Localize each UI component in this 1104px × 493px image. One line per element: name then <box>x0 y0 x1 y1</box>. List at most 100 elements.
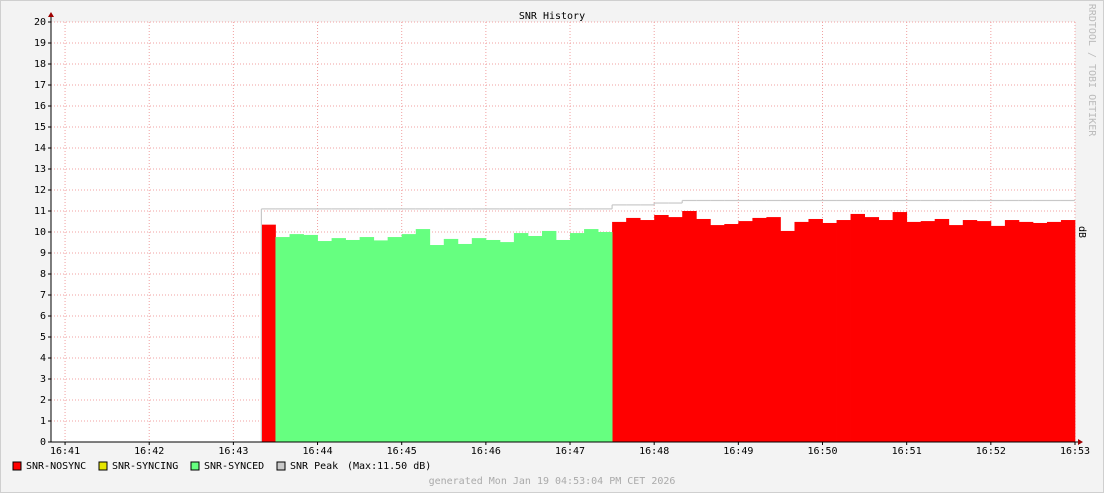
y-tick-label: 3 <box>40 374 46 385</box>
y-tick-label: 8 <box>40 269 46 280</box>
area-step <box>626 217 641 442</box>
area-step <box>808 218 823 442</box>
y-tick-label: 9 <box>40 248 46 259</box>
area-step <box>794 221 809 442</box>
area-step <box>990 225 1006 442</box>
area-step <box>878 220 894 442</box>
area-step <box>584 229 599 442</box>
x-tick-label: 16:51 <box>892 446 922 457</box>
area-step <box>892 212 908 442</box>
y-tick-label: 6 <box>40 311 46 322</box>
y-tick-label: 10 <box>34 227 46 238</box>
y-tick-label: 20 <box>34 17 46 28</box>
y-tick-label: 17 <box>34 80 46 91</box>
y-tick-label: 13 <box>34 164 46 175</box>
x-tick-label: 16:49 <box>723 446 753 457</box>
area-step <box>1046 221 1062 442</box>
chart-title: SNR History <box>519 11 585 22</box>
y-tick-label: 12 <box>34 185 46 196</box>
legend-swatch <box>98 461 108 471</box>
y-tick-label: 2 <box>40 395 46 406</box>
area-step <box>934 218 950 442</box>
area-step <box>513 233 529 442</box>
x-tick-label: 16:47 <box>555 446 585 457</box>
legend-label: SNR-SYNCED <box>204 461 264 472</box>
area-step <box>303 234 318 442</box>
area-step <box>850 213 865 442</box>
area-step <box>1032 222 1048 442</box>
area-step <box>471 238 487 442</box>
y-tick-label: 14 <box>34 143 46 154</box>
y-tick-label: 16 <box>34 101 46 112</box>
x-tick-label: 16:52 <box>976 446 1006 457</box>
area-step <box>724 224 739 442</box>
area-step <box>401 234 417 442</box>
area-step <box>864 217 880 442</box>
legend-swatch <box>190 461 200 471</box>
y-axis-arrow <box>48 12 54 17</box>
x-tick-label: 16:41 <box>50 446 80 457</box>
area-step <box>387 237 403 442</box>
area-step <box>976 221 992 442</box>
x-tick-label: 16:46 <box>471 446 501 457</box>
area-step <box>682 211 697 442</box>
side-label: RRDTOOL / TOBI OETIKER <box>1086 4 1097 137</box>
area-step <box>429 245 445 442</box>
footer: generated Mon Jan 19 04:53:04 PM CET 202… <box>429 476 676 487</box>
area-step <box>485 239 501 442</box>
area-step <box>738 221 753 442</box>
x-tick-label: 16:44 <box>302 446 332 457</box>
y-tick-label: 5 <box>40 332 46 343</box>
area-step <box>906 221 922 442</box>
y-tick-label: 4 <box>40 353 46 364</box>
area-step <box>289 234 304 442</box>
area-step <box>415 229 431 442</box>
area-step <box>1018 221 1034 442</box>
area-step <box>275 237 290 442</box>
y-tick-label: 15 <box>34 122 46 133</box>
y-tick-label: 11 <box>34 206 46 217</box>
y-tick-label: 18 <box>34 59 46 70</box>
area-step <box>345 239 361 442</box>
legend: SNR-NOSYNC SNR-SYNCING SNR-SYNCED SNR Peak (… <box>12 461 431 472</box>
area-step <box>710 225 725 442</box>
area-step <box>668 217 683 442</box>
x-axis-arrow <box>1078 439 1083 445</box>
area-step <box>1004 220 1020 442</box>
x-tick-label: 16:42 <box>134 446 164 457</box>
area-step <box>359 237 375 442</box>
area-step <box>373 240 389 442</box>
legend-note: (Max:11.50 dB) <box>347 461 431 472</box>
area-step <box>527 235 543 442</box>
y-tick-label: 19 <box>34 38 46 49</box>
area-step <box>640 220 655 442</box>
area-step <box>457 243 473 442</box>
area-step <box>948 225 964 442</box>
area-step <box>836 220 851 442</box>
area-step <box>443 238 459 442</box>
area-step <box>612 221 627 442</box>
legend-label: SNR-SYNCING <box>112 461 178 472</box>
y-axis-label: dB <box>1076 226 1087 238</box>
area-step <box>654 214 669 442</box>
area-step <box>499 242 515 442</box>
area-step <box>555 239 571 442</box>
x-tick-label: 16:53 <box>1060 446 1090 457</box>
x-tick-label: 16:45 <box>387 446 417 457</box>
x-tick-label: 16:43 <box>218 446 248 457</box>
legend-swatch <box>276 461 286 471</box>
area-step <box>766 217 781 442</box>
area-step <box>962 220 978 442</box>
area-step <box>752 217 767 442</box>
area-step <box>570 233 585 442</box>
y-tick-label: 7 <box>40 290 46 301</box>
area-step <box>822 222 837 442</box>
area-step <box>331 238 346 442</box>
y-tick-label: 1 <box>40 416 46 427</box>
area-step <box>317 241 332 442</box>
marks <box>260 199 1076 442</box>
area-step <box>542 230 557 442</box>
area-step <box>261 224 276 442</box>
